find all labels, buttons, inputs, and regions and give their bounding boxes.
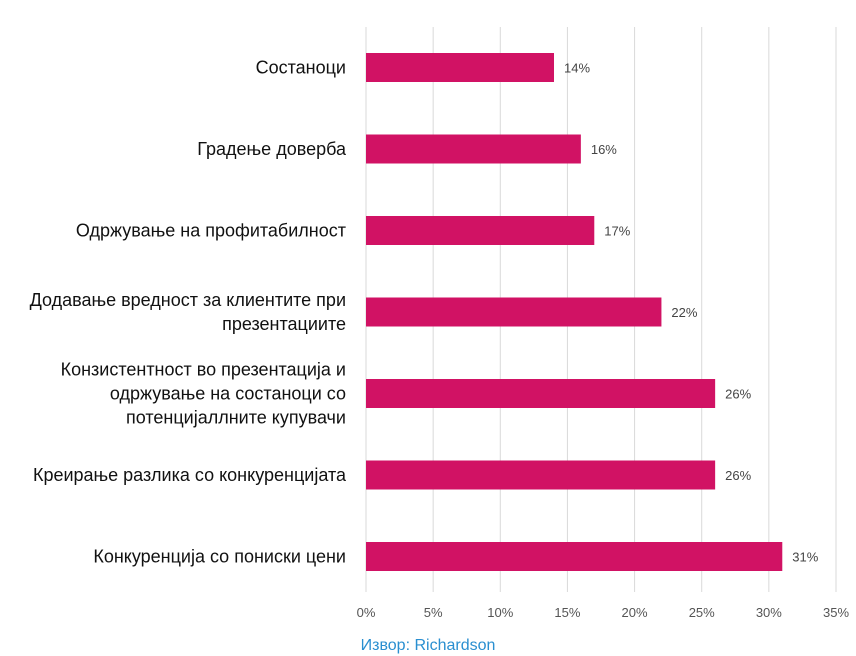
x-tick-label: 20%	[622, 605, 648, 620]
bar-value-label: 26%	[725, 387, 751, 402]
bar-value-label: 31%	[792, 550, 818, 565]
bar	[366, 542, 783, 571]
bars	[366, 53, 783, 571]
bar	[366, 297, 662, 327]
x-tick-label: 25%	[689, 605, 715, 620]
category-label: Конкуренција со пониски цени	[93, 547, 346, 567]
bar	[366, 53, 554, 82]
category-labels: Состаноци Градење доверба Одржување на про…	[30, 58, 347, 567]
x-tick-label: 0%	[357, 605, 376, 620]
bar-value-label: 16%	[591, 142, 617, 157]
category-label: Состаноци	[256, 58, 346, 78]
bar-value-label: 14%	[564, 61, 590, 76]
category-label: потенцијаллните купувачи	[126, 408, 346, 428]
category-label: Одржување на профитабилност	[76, 221, 346, 241]
bar	[366, 216, 595, 245]
category-label: Додавање вредност за клиентите при	[30, 290, 346, 310]
bar	[366, 460, 716, 490]
bar-value-label: 26%	[725, 468, 751, 483]
bar	[366, 379, 716, 408]
x-tick-label: 15%	[554, 605, 580, 620]
category-label: Градење доверба	[197, 139, 347, 159]
category-label: презентациите	[222, 314, 346, 334]
data-labels: 14% 16% 17% 22% 26% 26% 31%	[564, 61, 819, 565]
category-label: Конзистентност во презентација и	[61, 360, 346, 380]
x-tick-label: 35%	[823, 605, 849, 620]
x-tick-label: 30%	[756, 605, 782, 620]
category-label: одржување на состаноци со	[110, 384, 346, 404]
bar-value-label: 22%	[671, 305, 697, 320]
bar	[366, 134, 581, 164]
source-note: Извор: Richardson	[360, 637, 496, 654]
x-tick-label: 5%	[424, 605, 443, 620]
x-axis-ticks: 0% 5% 10% 15% 20% 25% 30% 35%	[357, 605, 850, 620]
bar-value-label: 17%	[604, 224, 630, 239]
category-label: Креирање разлика со конкуренцијата	[33, 465, 347, 485]
x-tick-label: 10%	[487, 605, 513, 620]
